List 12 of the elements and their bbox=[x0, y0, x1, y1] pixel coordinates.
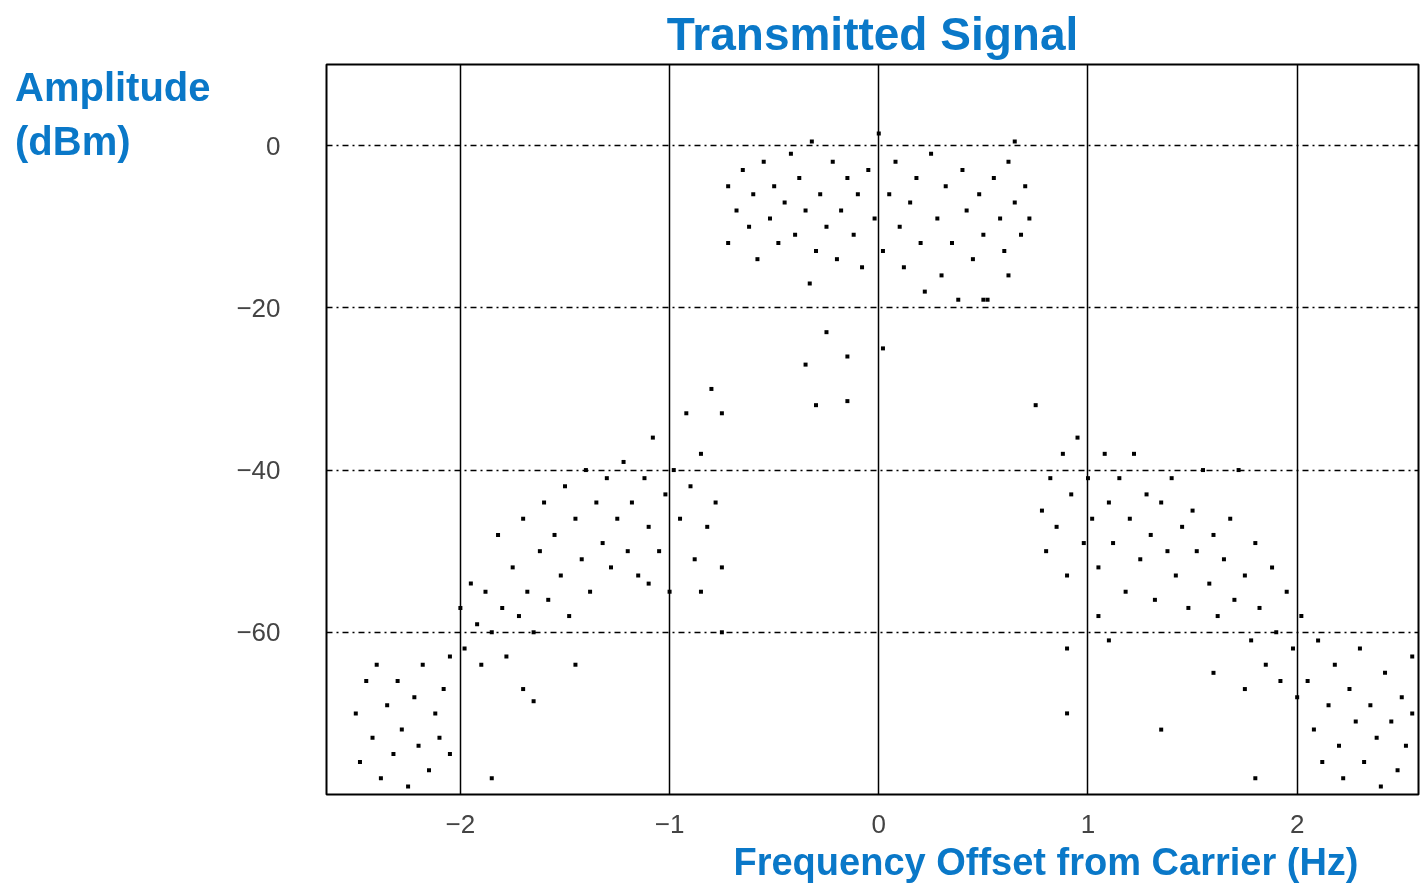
y-tick-label: 0 bbox=[266, 130, 281, 161]
x-tick-label: 2 bbox=[1289, 808, 1305, 839]
x-tick-label: −2 bbox=[445, 808, 476, 839]
chart-title: Transmitted Signal bbox=[666, 7, 1079, 60]
x-tick-label: 0 bbox=[871, 808, 887, 839]
y-tick-label: −40 bbox=[236, 455, 281, 486]
x-axis-title: Frequency Offset from Carrier (Hz) bbox=[733, 840, 1359, 883]
y-axis-title: Amplitude (dBm) bbox=[15, 64, 211, 165]
x-tick-label: 1 bbox=[1080, 808, 1096, 839]
y-tick-label: −60 bbox=[236, 617, 281, 648]
x-tick-label: −1 bbox=[654, 808, 685, 839]
y-tick-label: −20 bbox=[236, 292, 281, 323]
